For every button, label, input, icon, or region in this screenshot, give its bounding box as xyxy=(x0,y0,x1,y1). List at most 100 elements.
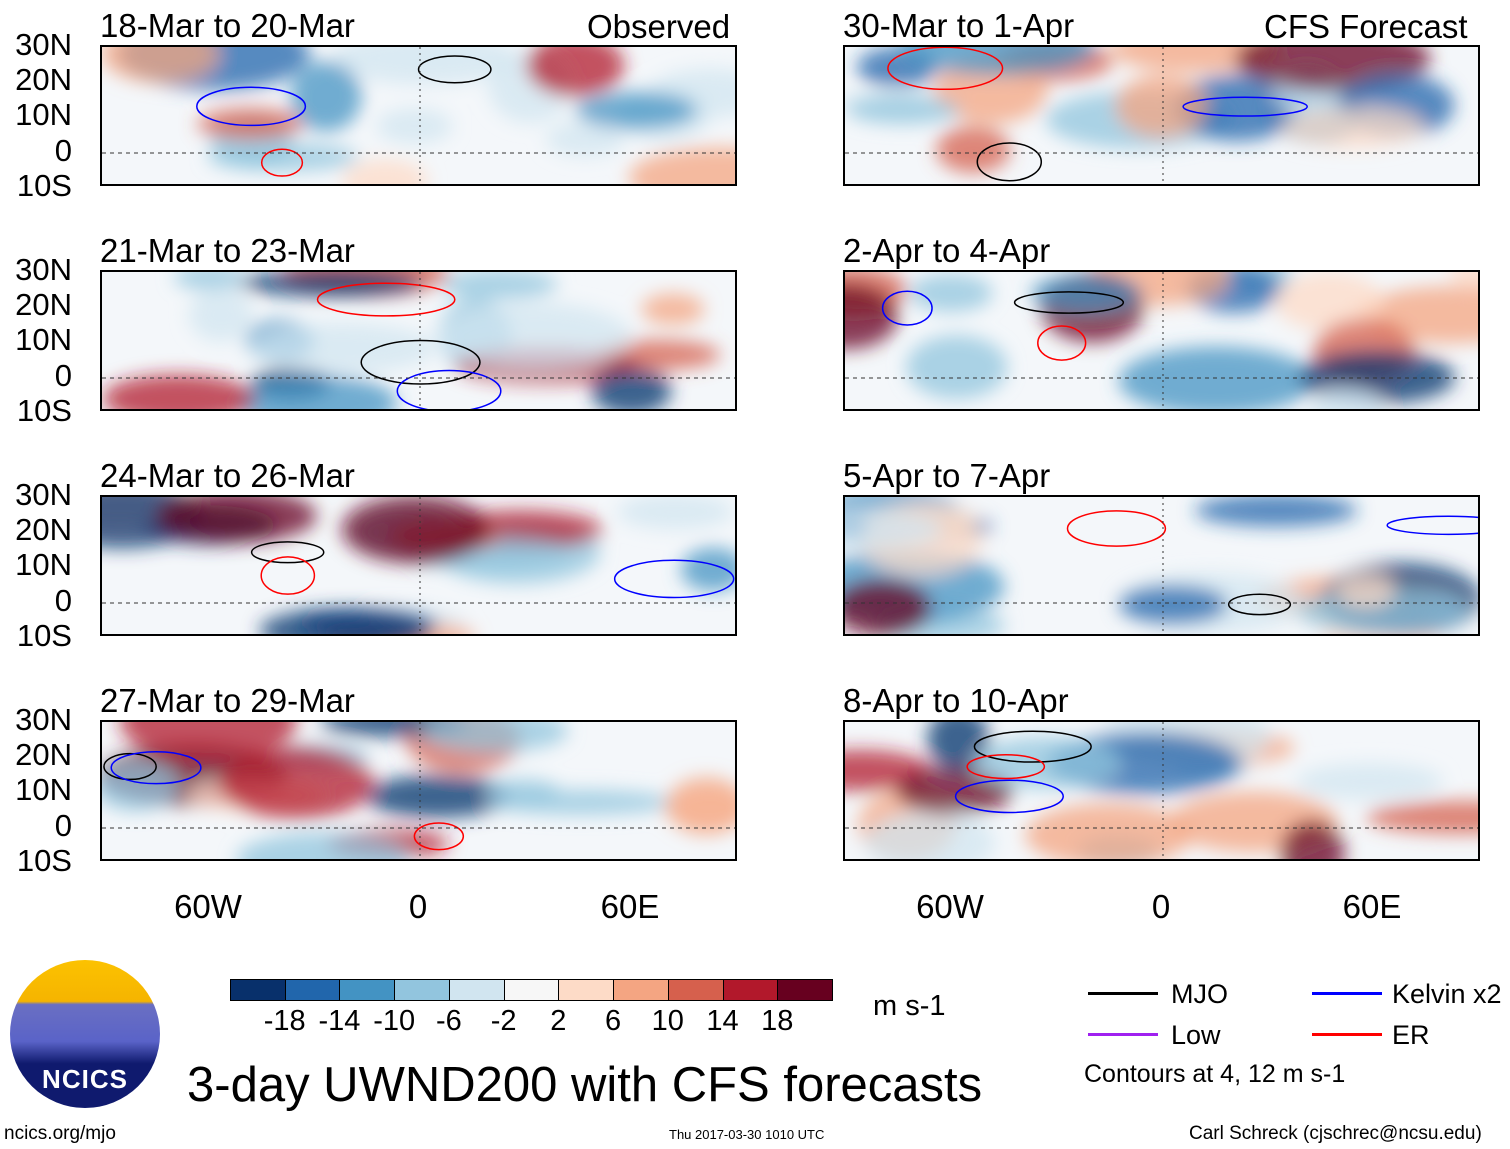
wind-anomaly-blob xyxy=(119,722,298,760)
wind-anomaly-blob xyxy=(1118,346,1314,409)
wind-anomaly-blob xyxy=(248,322,436,374)
wind-anomaly-blob xyxy=(1275,272,1384,332)
wind-anomaly-blob xyxy=(575,91,697,130)
y-tick-label: 30N xyxy=(15,477,72,512)
wind-anomaly-blob xyxy=(239,272,423,297)
wind-anomaly-blob xyxy=(259,608,432,634)
x-tick-right-0: 0 xyxy=(1151,888,1171,925)
y-tick-label: 10N xyxy=(15,547,72,582)
wind-anomaly-blob xyxy=(909,274,993,312)
contour-line xyxy=(396,369,502,409)
colorbar-units: m s-1 xyxy=(873,990,946,1022)
wind-anomaly-blob xyxy=(1194,497,1358,527)
wind-anomaly-blob xyxy=(898,47,1096,76)
contour-line xyxy=(966,754,1046,780)
wind-anomaly-blob xyxy=(936,126,1011,173)
wind-anomaly-blob xyxy=(237,375,398,409)
wind-anomaly-blob xyxy=(1025,803,1192,859)
observed-header: Observed xyxy=(587,8,731,45)
colorbar-tick: 10 xyxy=(651,1005,684,1037)
wind-anomaly-blob xyxy=(1449,272,1478,292)
wind-anomaly-blob xyxy=(290,61,362,132)
wind-anomaly-blob xyxy=(864,810,996,859)
map-panel xyxy=(100,495,737,636)
legend-low-label: Low xyxy=(1171,1020,1221,1050)
legend-kelvin-line xyxy=(1312,992,1382,995)
wind-anomaly-blob xyxy=(1280,820,1345,859)
colorbar-swatch xyxy=(613,979,669,1001)
y-tick-label: 10N xyxy=(15,97,72,132)
y-tick-label: 20N xyxy=(15,287,72,322)
footer-author: Carl Schreck (cjschrec@ncsu.edu) xyxy=(1189,1123,1482,1144)
wind-anomaly-blob xyxy=(1174,74,1300,142)
wind-anomaly-blob xyxy=(365,774,511,818)
y-tick-label: 10N xyxy=(15,772,72,807)
y-tick-label: 20N xyxy=(15,62,72,97)
y-tick-label: 0 xyxy=(54,358,72,393)
wind-anomaly-blob xyxy=(617,497,734,530)
colorbar-tick: -14 xyxy=(318,1005,361,1037)
wind-anomaly-blob xyxy=(1280,107,1424,149)
contour-line xyxy=(613,559,735,599)
wind-anomaly-blob xyxy=(628,147,735,184)
colorbar-tick: -18 xyxy=(263,1005,306,1037)
figure-title: 3-day UWND200 with CFS forecasts xyxy=(187,1058,983,1112)
contour-line xyxy=(110,750,202,785)
wind-anomaly-blob xyxy=(441,272,558,299)
y-tick-label: 30N xyxy=(15,27,72,62)
contour-line xyxy=(260,148,304,177)
y-tick-label: 20N xyxy=(15,737,72,772)
y-tick-label: 10S xyxy=(16,618,72,653)
wind-anomaly-blob xyxy=(1118,585,1228,624)
wind-anomaly-blob xyxy=(927,722,990,772)
y-tick-label: 10N xyxy=(15,322,72,357)
logo-text: NCICS xyxy=(42,1064,128,1094)
wind-anomaly-blob xyxy=(896,767,1014,815)
contour-line xyxy=(316,282,456,317)
contour-line xyxy=(1013,291,1125,314)
panel-title: 8-Apr to 10-Apr xyxy=(843,682,1069,719)
contour-line xyxy=(887,47,1004,91)
contour-line xyxy=(103,752,157,781)
x-tick-left-0: 0 xyxy=(408,888,428,925)
footer-url[interactable]: ncics.org/mjo xyxy=(4,1123,116,1144)
map-panel xyxy=(843,45,1480,186)
colorbar-tick: 2 xyxy=(550,1005,567,1037)
wind-anomaly-blob xyxy=(526,47,625,97)
legend-mjo-line xyxy=(1088,992,1158,995)
colorbar-tick: 18 xyxy=(761,1005,794,1037)
wind-anomaly-blob xyxy=(102,47,219,83)
legend-er-label: ER xyxy=(1392,1020,1430,1050)
contour-line xyxy=(417,55,492,84)
colorbar-swatch xyxy=(339,979,396,1001)
wind-anomaly-blob xyxy=(1115,74,1207,138)
colorbar-tick: 6 xyxy=(605,1005,622,1037)
y-tick-label: 30N xyxy=(15,252,72,287)
wind-anomaly-blob xyxy=(666,776,735,836)
panel-title: 21-Mar to 23-Mar xyxy=(100,232,355,269)
wind-anomaly-blob xyxy=(235,832,410,859)
wind-anomaly-blob xyxy=(906,335,1008,399)
legend-kelvin-label: Kelvin x2 xyxy=(1392,979,1502,1009)
panel-title: 5-Apr to 7-Apr xyxy=(843,457,1051,494)
map-panel xyxy=(100,270,737,411)
wind-anomaly-blob xyxy=(419,722,569,753)
contour-note: Contours at 4, 12 m s-1 xyxy=(1084,1060,1346,1088)
colorbar-swatch xyxy=(558,979,615,1001)
legend-mjo-label: MJO xyxy=(1171,979,1228,1009)
contour-line xyxy=(1386,515,1478,536)
y-tick-label: 0 xyxy=(54,133,72,168)
panel-title: 18-Mar to 20-Mar xyxy=(100,7,355,44)
y-tick-label: 10S xyxy=(16,393,72,428)
x-tick-left-60e: 60E xyxy=(600,888,660,925)
contour-line xyxy=(1066,510,1167,547)
wind-anomaly-blob xyxy=(845,579,932,634)
contour-line xyxy=(1227,593,1292,616)
x-tick-right-60w: 60W xyxy=(916,888,984,925)
map-panel xyxy=(843,495,1480,636)
colorbar-swatch xyxy=(503,979,560,1001)
contour-line xyxy=(360,339,481,385)
map-panel xyxy=(100,45,737,186)
wind-anomaly-blob xyxy=(341,159,429,184)
